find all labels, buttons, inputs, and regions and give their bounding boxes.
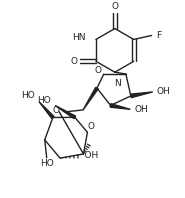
Polygon shape xyxy=(110,104,130,109)
Text: O: O xyxy=(94,66,101,74)
Text: HO: HO xyxy=(40,159,54,168)
Polygon shape xyxy=(131,92,153,98)
Polygon shape xyxy=(39,102,54,118)
Text: O: O xyxy=(88,122,95,131)
Text: HO: HO xyxy=(37,96,51,105)
Polygon shape xyxy=(83,87,98,110)
Polygon shape xyxy=(55,106,76,119)
Text: 'OH: 'OH xyxy=(82,151,98,160)
Text: OH: OH xyxy=(134,105,148,114)
Text: F: F xyxy=(157,31,162,40)
Text: OH: OH xyxy=(157,88,170,96)
Text: HN: HN xyxy=(73,33,86,42)
Text: O: O xyxy=(111,2,118,11)
Text: O: O xyxy=(52,106,59,115)
Text: O: O xyxy=(71,57,78,66)
Text: N: N xyxy=(115,79,121,88)
Text: HO: HO xyxy=(21,91,35,100)
